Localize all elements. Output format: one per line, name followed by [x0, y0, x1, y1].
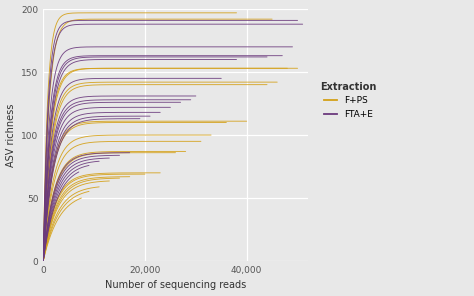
Y-axis label: ASV richness: ASV richness	[6, 103, 16, 167]
Legend: F+PS, FTA+E: F+PS, FTA+E	[315, 77, 382, 124]
X-axis label: Number of sequencing reads: Number of sequencing reads	[105, 280, 246, 290]
